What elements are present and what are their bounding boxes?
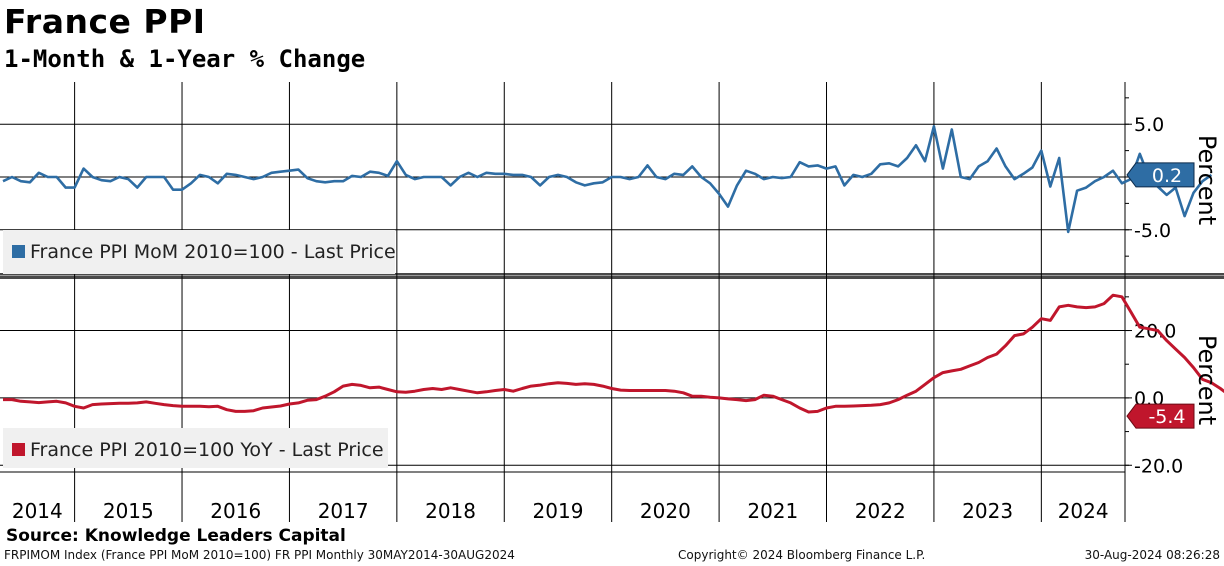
year-label-2018: 2018: [425, 499, 476, 523]
footer-copyright: Copyright© 2024 Bloomberg Finance L.P.: [678, 548, 926, 562]
chart-subtitle: 1-Month & 1-Year % Change: [4, 45, 366, 73]
ytick-label-p1-2: -20.0: [1134, 455, 1183, 477]
grid-layer: 2014 2015 2016 2017 2018 2019 2020 2021 2022 2023…: [0, 82, 1224, 523]
legend-mom: France PPI MoM 2010=100 - Last Price: [3, 230, 396, 274]
legend-yoy-swatch: [12, 443, 25, 456]
y-axis-title-top: Percent: [1193, 135, 1221, 225]
year-label-2022: 2022: [855, 499, 906, 523]
footer-timestamp: 30-Aug-2024 08:26:28: [1084, 548, 1220, 562]
last-value-tag-bg: [1126, 162, 1195, 188]
last-value-tag-label: -5.4: [1148, 406, 1185, 428]
series-line-yoy: [3, 293, 1224, 414]
year-label-2021: 2021: [747, 499, 798, 523]
legend-yoy-bg: [3, 428, 388, 468]
legend-mom-bg: [3, 230, 395, 274]
footer-ticker: FRPIMOM Index (France PPI MoM 2010=100) …: [4, 548, 515, 562]
last-value-tag-yoy: -5.4: [1126, 403, 1195, 429]
year-label-2019: 2019: [533, 499, 584, 523]
y-axis-title-bottom: Percent: [1193, 335, 1221, 425]
chart-title: France PPI: [4, 2, 206, 41]
year-label-2020: 2020: [640, 499, 691, 523]
last-value-tag-mom: 0.2: [1126, 162, 1195, 188]
year-label-2024: 2024: [1058, 499, 1109, 523]
year-label-2017: 2017: [318, 499, 369, 523]
last-value-tag-bg: [1126, 403, 1195, 429]
legend-yoy: France PPI 2010=100 YoY - Last Price: [3, 428, 388, 468]
year-label-2016: 2016: [210, 499, 261, 523]
source-note: Source: Knowledge Leaders Capital: [6, 526, 346, 546]
legend-mom-swatch: [12, 245, 25, 258]
ytick-label-p0-0: 5.0: [1134, 114, 1164, 136]
year-label-2023: 2023: [962, 499, 1013, 523]
legend-yoy-label: France PPI 2010=100 YoY - Last Price: [30, 439, 384, 461]
last-value-tag-label: 0.2: [1152, 165, 1182, 187]
legend-mom-label: France PPI MoM 2010=100 - Last Price: [30, 241, 396, 263]
ytick-label-p0-2: -5.0: [1134, 220, 1171, 242]
year-label-2015: 2015: [103, 499, 154, 523]
series-line-mom: [2, 125, 1213, 234]
series-layer: 0.2 -5.4: [2, 125, 1224, 429]
year-label-2014: 2014: [12, 499, 63, 523]
